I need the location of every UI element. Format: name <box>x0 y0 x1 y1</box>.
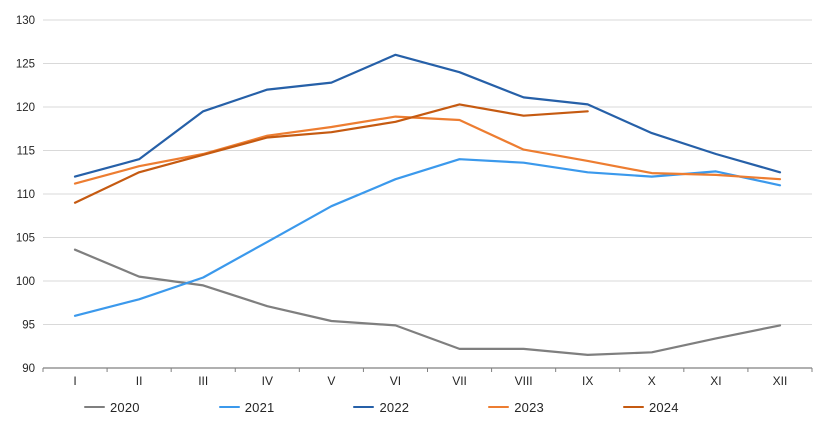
x-axis-tick-label: VIII <box>515 374 533 388</box>
legend-item-2020: 2020 <box>84 400 140 415</box>
x-axis-tick-label: VI <box>390 374 401 388</box>
legend-label: 2022 <box>379 399 410 415</box>
x-axis-tick-label: VII <box>452 374 467 388</box>
legend-label: 2020 <box>110 399 140 415</box>
legend-swatch-2021 <box>218 405 240 409</box>
y-axis-tick-label: 125 <box>16 59 35 71</box>
series-2021-line <box>73 158 782 317</box>
y-axis-tick-label: 100 <box>16 276 35 288</box>
y-axis-tick-label: 105 <box>16 233 35 245</box>
legend-item-2024: 2024 <box>622 399 679 415</box>
y-axis-tick-label: 115 <box>17 146 35 158</box>
x-axis-tick-label: III <box>198 374 208 388</box>
x-axis-tick-label: XII <box>773 374 788 388</box>
legend-label: 2021 <box>244 399 275 415</box>
legend-swatch-2020 <box>84 405 105 409</box>
x-axis-tick-label: XI <box>710 374 721 388</box>
legend-item-2022: 2022 <box>353 400 409 415</box>
x-axis-tick-label: II <box>136 374 143 388</box>
chart-legend: 2020 2021 2022 2023 2024 <box>0 392 820 422</box>
series-2020-line <box>73 248 782 356</box>
series-2024-line <box>73 103 589 204</box>
y-axis-tick-label: 90 <box>22 363 35 375</box>
x-axis-tick-label: I <box>73 374 76 388</box>
x-axis-tick-label: IV <box>262 374 273 388</box>
y-axis-tick-label: 110 <box>17 189 35 201</box>
legend-swatch-2024 <box>622 405 644 409</box>
legend-label: 2024 <box>648 399 679 415</box>
x-axis-tick-label: V <box>327 374 335 388</box>
y-axis-tick-label: 130 <box>16 15 35 27</box>
series-2023-line <box>73 115 782 185</box>
legend-swatch-2022 <box>353 405 375 409</box>
legend-item-2021: 2021 <box>218 399 275 415</box>
legend-label: 2023 <box>514 399 544 415</box>
legend-swatch-2023 <box>488 405 510 409</box>
x-axis-tick-label: IX <box>582 374 593 388</box>
y-axis-tick-label: 120 <box>16 102 35 114</box>
legend-item-2023: 2023 <box>488 400 544 415</box>
y-axis-tick-label: 95 <box>22 320 35 332</box>
x-axis-tick-label: X <box>648 374 656 388</box>
series-2022-line <box>73 53 782 178</box>
